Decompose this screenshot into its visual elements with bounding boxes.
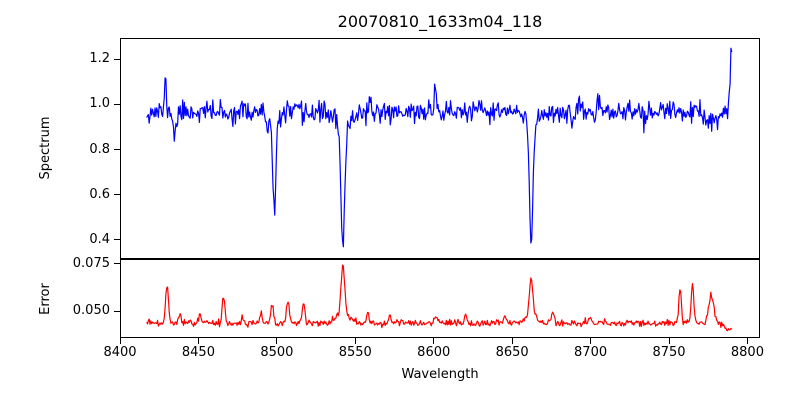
x-tick-label: 8750 [652,345,686,360]
error-axes-frame [120,259,760,338]
x-tick [354,338,356,344]
spectrum-axes-frame [120,38,760,259]
x-tick-label: 8550 [338,345,372,360]
x-tick-label: 8700 [574,345,608,360]
x-tick-label: 8600 [417,345,451,360]
error-line [146,264,733,332]
spectrum-y-tick [114,103,120,105]
spectrum-line [146,47,733,248]
error-ylabel: Error [38,283,53,315]
spectrum-y-tick-label: 0.6 [89,186,110,202]
x-tick [197,338,199,344]
spectrum-y-tick-label: 1.2 [89,51,110,67]
spectrum-y-tick [114,58,120,60]
spectrum-y-tick [114,239,120,241]
x-tick-label: 8450 [181,345,215,360]
x-axis-label: Wavelength [401,367,479,382]
x-tick [668,338,670,344]
error-y-tick [114,263,120,265]
x-tick [433,338,435,344]
error-axes [120,259,760,338]
x-tick [590,338,592,344]
error-y-tick-label: 0.075 [72,255,110,271]
spectrum-y-tick-label: 0.8 [89,141,110,157]
x-tick [746,338,748,344]
x-tick [511,338,513,344]
error-y-tick-label: 0.050 [72,303,110,319]
x-tick-label: 8650 [495,345,529,360]
x-tick [276,338,278,344]
spectrum-axes [120,38,760,259]
spectrum-y-tick [114,149,120,151]
spectrum-y-tick [114,194,120,196]
spectrum-plot-area [120,38,760,259]
error-y-tick [114,310,120,312]
plot-title: 20070810_1633m04_118 [337,12,543,31]
spectrum-y-tick-label: 1.0 [89,96,110,112]
x-tick-label: 8400 [103,345,137,360]
spectrum-y-tick-label: 0.4 [89,231,110,247]
x-tick-label: 8800 [730,345,764,360]
x-tick-label: 8500 [260,345,294,360]
error-plot-area [120,259,760,338]
x-tick [119,338,121,344]
